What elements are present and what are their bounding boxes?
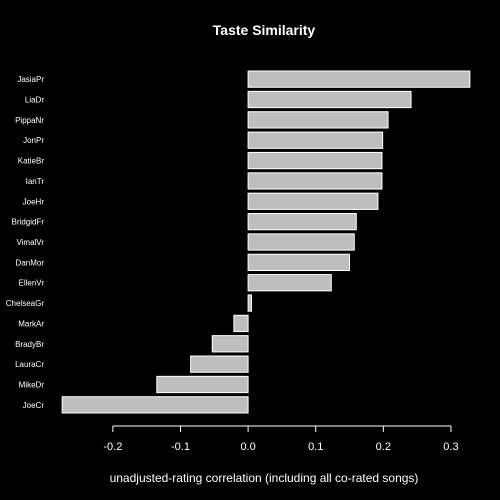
x-tick-label: 0.1 bbox=[308, 441, 323, 453]
bar-LauraCr bbox=[190, 355, 249, 373]
bar-JoeHr bbox=[247, 192, 379, 210]
category-label: VimalVr bbox=[16, 238, 44, 247]
category-label: BridgidFr bbox=[12, 218, 45, 227]
category-label: EllenVr bbox=[19, 279, 45, 288]
category-label: LauraCr bbox=[15, 360, 44, 369]
category-label: LiaDr bbox=[25, 96, 44, 105]
x-axis-label: unadjusted-rating correlation (including… bbox=[110, 471, 419, 485]
bar-MarkAr bbox=[233, 314, 249, 333]
bar-JonPr bbox=[247, 131, 384, 149]
category-label: JonPr bbox=[23, 136, 44, 145]
bar-KatieBr bbox=[247, 151, 383, 170]
bar-PippaNr bbox=[247, 111, 389, 129]
category-label: JoeHr bbox=[23, 197, 45, 206]
x-axis: -0.2 -0.1 0.0 0.1 0.2 0.3 bbox=[103, 425, 459, 453]
category-label: PippaNr bbox=[15, 116, 44, 125]
bar-VimalVr bbox=[247, 233, 355, 251]
x-tick-label: -0.1 bbox=[171, 441, 190, 453]
category-label: JasiaPr bbox=[17, 75, 44, 84]
category-label: MarkAr bbox=[18, 319, 44, 328]
bar-BradyBr bbox=[211, 335, 249, 353]
bar-BridgidFr bbox=[247, 213, 357, 231]
x-tick-label: -0.2 bbox=[103, 441, 122, 453]
x-tick-label: 0.3 bbox=[443, 441, 458, 453]
category-label: DanMor bbox=[16, 258, 45, 267]
category-labels-group: JasiaPr LiaDr PippaNr JonPr KatieBr IanTr JoeH… bbox=[6, 75, 45, 410]
bar-EllenVr bbox=[247, 274, 332, 292]
bars-group bbox=[61, 70, 471, 414]
bar-ChelseaGr bbox=[247, 294, 252, 312]
bar-LiaDr bbox=[247, 90, 412, 109]
category-label: MikeDr bbox=[19, 381, 45, 390]
bar-DanMor bbox=[247, 253, 351, 271]
bar-JoeCr bbox=[61, 396, 249, 414]
category-label: IanTr bbox=[26, 177, 45, 186]
category-label: BradyBr bbox=[15, 340, 44, 349]
bar-MikeDr bbox=[156, 375, 249, 394]
chart-title: Taste Similarity bbox=[213, 22, 316, 38]
x-tick-label: 0.2 bbox=[376, 441, 391, 453]
category-label: ChelseaGr bbox=[6, 299, 45, 308]
category-label: JoeCr bbox=[23, 401, 45, 410]
bar-JasiaPr bbox=[247, 70, 471, 88]
bar-IanTr bbox=[247, 172, 383, 190]
category-label: KatieBr bbox=[18, 157, 45, 166]
x-tick-label: 0.0 bbox=[240, 441, 255, 453]
